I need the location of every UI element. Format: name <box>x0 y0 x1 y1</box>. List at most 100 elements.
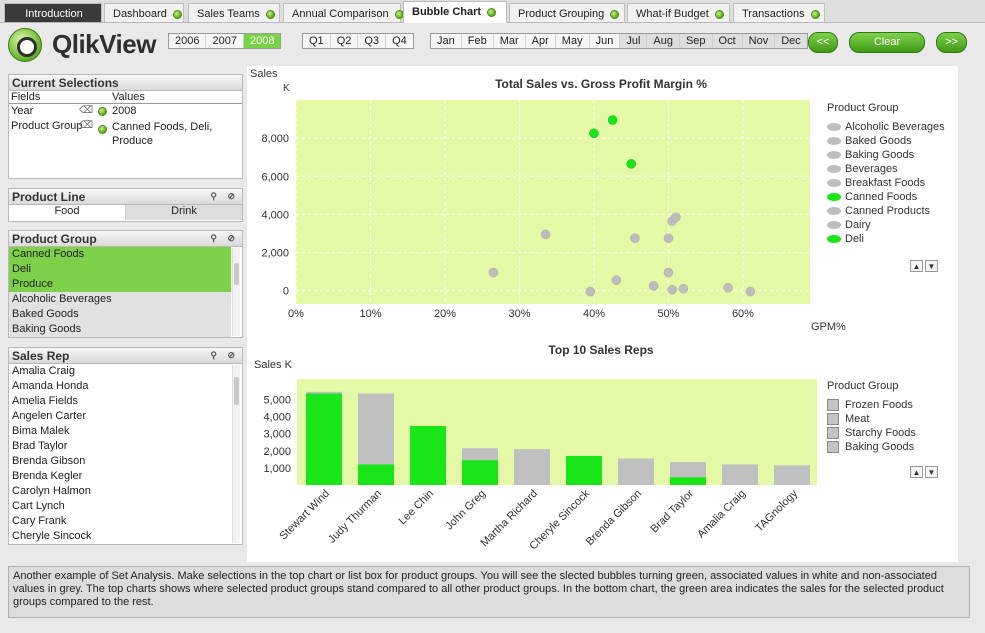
bar-selected[interactable] <box>670 477 706 485</box>
bubble-point[interactable] <box>663 233 674 243</box>
bar-selected[interactable] <box>566 455 602 485</box>
list-item[interactable]: Baking Goods <box>9 322 231 337</box>
tab-transactions[interactable]: Transactions <box>733 3 825 22</box>
tab-bubble-chart[interactable]: Bubble Chart <box>403 1 507 23</box>
legend-item[interactable]: Dairy <box>827 218 945 232</box>
bubble-point[interactable] <box>611 275 622 285</box>
bubble-point[interactable] <box>663 267 674 278</box>
legend-item[interactable]: Breakfast Foods <box>827 176 945 190</box>
legend-item[interactable]: Starchy Foods <box>827 426 916 440</box>
month-nov[interactable]: Nov <box>742 34 776 48</box>
scrollbar-thumb[interactable] <box>234 377 239 405</box>
list-item[interactable]: Brad Taylor <box>12 440 68 452</box>
bubble-point[interactable] <box>723 283 733 293</box>
bubble-point[interactable] <box>488 267 499 278</box>
tab-sales-teams[interactable]: Sales Teams <box>188 3 280 22</box>
tab-dashboard[interactable]: Dashboard <box>104 3 184 22</box>
search-icon[interactable]: ⚲ ⊘ <box>210 350 239 360</box>
forward-button[interactable]: >> <box>936 32 967 53</box>
list-item[interactable]: Produce <box>9 277 231 292</box>
scrollbar[interactable] <box>232 248 240 336</box>
list-item[interactable]: Cary Frank <box>12 515 67 527</box>
list-item[interactable]: Amanda Honda <box>12 380 89 392</box>
year-2007[interactable]: 2007 <box>206 34 244 48</box>
tab-introduction[interactable]: Introduction <box>4 3 102 22</box>
bubble-point[interactable] <box>648 281 659 291</box>
month-apr[interactable]: Apr <box>526 34 556 48</box>
legend-item[interactable]: Canned Products <box>827 204 945 218</box>
quarter-q2[interactable]: Q2 <box>331 34 359 48</box>
clear-button[interactable]: Clear <box>849 32 925 53</box>
list-item[interactable]: Angelen Carter <box>12 410 86 422</box>
bubble-point[interactable] <box>626 159 636 169</box>
bar-selected[interactable] <box>306 393 342 485</box>
month-feb[interactable]: Feb <box>462 34 494 48</box>
list-item[interactable]: Carolyn Halmon <box>12 485 91 497</box>
list-item[interactable]: Canned Foods <box>9 247 231 262</box>
scrollbar[interactable] <box>232 365 240 543</box>
eraser-icon[interactable]: ⌫ <box>79 120 94 131</box>
bar-total[interactable] <box>514 449 550 485</box>
bubble-point[interactable] <box>671 212 681 223</box>
legend-item[interactable]: Baked Goods <box>827 134 945 148</box>
selection-row-product-group[interactable]: Product Group ⌫ Canned Foods, Deli, Prod… <box>9 119 242 149</box>
bubble-point[interactable] <box>678 283 689 294</box>
legend-item[interactable]: Baking Goods <box>827 148 945 162</box>
list-item[interactable]: Brenda Kegler <box>12 470 83 482</box>
quarter-q4[interactable]: Q4 <box>392 35 407 47</box>
legend-item[interactable]: Baking Goods <box>827 440 916 454</box>
scroll-down-icon[interactable]: ▼ <box>925 466 938 478</box>
legend-item[interactable]: Canned Foods <box>827 190 945 204</box>
year-2006[interactable]: 2006 <box>169 34 207 48</box>
tab-product-grouping[interactable]: Product Grouping <box>509 3 625 22</box>
quarter-q3[interactable]: Q3 <box>358 34 387 48</box>
bar-total[interactable] <box>618 458 654 486</box>
bar-chart[interactable]: 1,000 2,000 3,000 4,000 5,000 Stewart WindJu… <box>247 338 958 562</box>
list-item[interactable]: Amelia Fields <box>12 395 79 407</box>
list-item[interactable]: Cart Lynch <box>12 500 65 512</box>
back-button[interactable]: << <box>808 32 838 53</box>
month-oct[interactable]: Oct <box>712 34 743 48</box>
month-aug[interactable]: Aug <box>647 34 680 48</box>
product-line-food[interactable]: Food <box>9 205 126 220</box>
bubble-point[interactable] <box>667 284 677 295</box>
bubble-point[interactable] <box>585 286 595 297</box>
legend-item[interactable]: Beverages <box>827 162 945 176</box>
scrollbar-thumb[interactable] <box>234 263 239 285</box>
scroll-up-icon[interactable]: ▲ <box>910 466 923 478</box>
list-item[interactable]: Deli <box>9 262 231 277</box>
month-may[interactable]: May <box>556 34 590 48</box>
list-item[interactable]: Cheryle Sincock <box>12 530 92 542</box>
search-icon[interactable]: ⚲ ⊘ <box>210 233 239 243</box>
eraser-icon[interactable]: ⌫ <box>79 105 94 116</box>
list-item[interactable]: Bima Malek <box>12 425 70 437</box>
quarter-q1[interactable]: Q1 <box>303 34 331 48</box>
search-icon[interactable]: ⚲ ⊘ <box>210 191 239 201</box>
month-dec[interactable]: Dec <box>775 34 807 48</box>
bubble-point[interactable] <box>589 128 599 139</box>
bar-selected[interactable] <box>410 426 446 485</box>
legend-item[interactable]: Alcoholic Beverages <box>827 120 945 134</box>
legend-item[interactable]: Meat <box>827 412 916 426</box>
bar-selected[interactable] <box>462 460 498 485</box>
month-mar[interactable]: Mar <box>494 34 526 48</box>
list-item[interactable]: Brenda Gibson <box>12 455 86 467</box>
tab-annual-comparison[interactable]: Annual Comparison <box>283 3 404 22</box>
month-sep[interactable]: Sep <box>679 34 713 48</box>
list-item[interactable]: Amalia Craig <box>12 365 75 377</box>
bar-total[interactable] <box>774 465 810 485</box>
month-jul[interactable]: Jul <box>620 34 648 48</box>
year-2008[interactable]: 2008 <box>243 34 281 48</box>
selection-row-year[interactable]: Year ⌫ 2008 <box>9 104 242 119</box>
month-jan[interactable]: Jan <box>431 34 462 48</box>
scroll-up-icon[interactable]: ▲ <box>910 260 923 272</box>
legend-item[interactable]: Frozen Foods <box>827 398 916 412</box>
scroll-down-icon[interactable]: ▼ <box>925 260 938 272</box>
bubble-point[interactable] <box>745 286 756 297</box>
legend-item[interactable]: Deli <box>827 232 945 246</box>
tab-what-if-budget[interactable]: What-if Budget <box>627 3 730 22</box>
bubble-point[interactable] <box>630 233 640 243</box>
month-jun[interactable]: Jun <box>590 34 621 48</box>
bubble-point[interactable] <box>540 229 551 240</box>
bubble-point[interactable] <box>607 115 618 125</box>
